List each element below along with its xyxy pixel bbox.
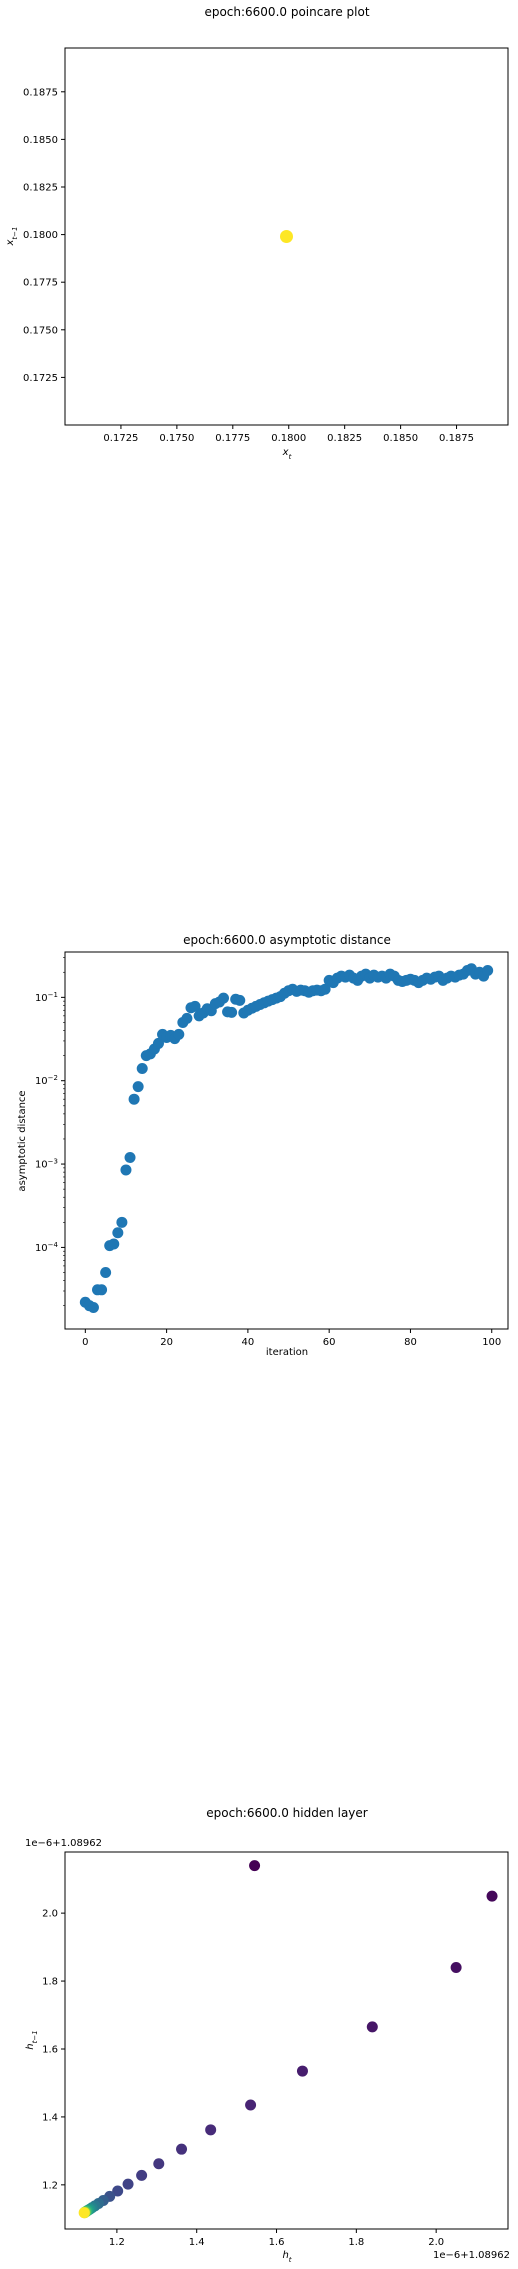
y-tick-label: 0.1775	[23, 278, 58, 289]
x-tick-label: 0	[82, 1337, 88, 1348]
y-tick-labels: 0.1725 0.1750 0.1775 0.1800 0.1825 0.1850 0.18…	[23, 87, 65, 384]
y-tick-label: 1.4	[42, 2112, 58, 2123]
data-point	[173, 1028, 185, 1040]
data-point	[124, 1151, 136, 1163]
data-point	[108, 1238, 120, 1250]
y-tick-label: 10−3	[35, 1158, 58, 1171]
x-tick-label: 0.1850	[383, 433, 418, 444]
y-tick-label: 1.8	[42, 1977, 58, 1988]
poincare-chart: epoch:6600.0 poincare plot 0.1725 0.1750 0…	[5, 5, 509, 461]
chart-title: epoch:6600.0 hidden layer	[206, 1806, 368, 1820]
data-point	[280, 230, 293, 243]
data-point	[189, 1000, 201, 1012]
data-point	[249, 1860, 261, 1872]
data-point	[319, 983, 331, 995]
x-tick-labels: 0 20 40 60 80 100	[82, 1329, 501, 1348]
data-point	[120, 1164, 132, 1176]
x-tick-label: 1.6	[269, 2237, 285, 2248]
data-point	[136, 2169, 148, 2181]
data-point	[450, 1961, 462, 1973]
scatter-points	[79, 963, 494, 1314]
data-point	[87, 1302, 99, 1314]
y-tick-label: 0.1800	[23, 230, 58, 241]
x-tick-label: 0.1775	[215, 433, 250, 444]
y-tick-label: 0.1875	[23, 87, 58, 98]
plot-frame	[64, 951, 509, 1330]
y-tick-label: 10−1	[35, 991, 58, 1004]
data-point	[486, 1890, 498, 1902]
x-axis-label: xt	[282, 447, 292, 461]
x-tick-label: 1.2	[109, 2237, 125, 2248]
data-point	[234, 994, 246, 1006]
x-axis-label: iteration	[266, 1347, 308, 1358]
chart-title: epoch:6600.0 poincare plot	[204, 5, 369, 19]
y-tick-labels: 1.2 1.4 1.6 1.8 2.0	[42, 1909, 65, 2191]
scatter-points	[280, 230, 293, 243]
data-point	[100, 1267, 112, 1279]
y-tick-labels: 10−4 10−3 10−2 10−1	[35, 957, 65, 1306]
y-offset-label: 1e−6+1.08962	[25, 1838, 102, 1849]
data-point	[152, 1037, 164, 1049]
data-point	[245, 2099, 257, 2111]
x-tick-label: 0.1800	[271, 433, 306, 444]
data-point	[176, 2143, 188, 2155]
y-axis-label: ht−1	[25, 2030, 39, 2049]
x-tick-label: 1.4	[189, 2237, 205, 2248]
data-point	[132, 1081, 144, 1093]
x-tick-label: 0.1825	[327, 433, 362, 444]
data-point	[226, 1006, 238, 1018]
x-tick-label: 100	[482, 1337, 501, 1348]
data-point	[153, 2158, 165, 2170]
y-tick-label: 0.1850	[23, 135, 58, 146]
y-tick-label: 10−2	[35, 1074, 58, 1087]
x-offset-label: 1e−6+1.08962	[433, 2250, 510, 2261]
x-tick-label: 0.1750	[159, 433, 194, 444]
plot-frame	[64, 1851, 509, 2230]
y-tick-label: 1.6	[42, 2044, 58, 2055]
x-tick-label: 2.0	[428, 2237, 444, 2248]
chart-title: epoch:6600.0 asymptotic distance	[183, 933, 391, 947]
data-point	[205, 2124, 217, 2136]
x-tick-label: 1.8	[348, 2237, 364, 2248]
y-tick-label: 0.1750	[23, 325, 58, 336]
x-tick-labels: 0.1725 0.1750 0.1775 0.1800 0.1825 0.1850 0.18…	[103, 425, 474, 444]
data-point	[482, 964, 494, 976]
x-tick-label: 80	[404, 1337, 417, 1348]
y-tick-label: 2.0	[42, 1909, 58, 1920]
y-tick-label: 10−4	[35, 1241, 59, 1254]
data-point	[112, 1227, 124, 1239]
data-point	[218, 992, 230, 1004]
y-tick-label: 0.1825	[23, 182, 58, 193]
data-point	[122, 2178, 134, 2190]
plot-frame	[64, 47, 509, 426]
x-tick-label: 20	[160, 1337, 173, 1348]
y-axis-label: asymptotic distance	[17, 1090, 28, 1191]
x-tick-label: 40	[242, 1337, 255, 1348]
data-point	[128, 1093, 140, 1105]
asymptotic-distance-chart: epoch:6600.0 asymptotic distance 0 20 40 60…	[17, 933, 509, 1358]
x-tick-labels: 1.2 1.4 1.6 1.8 2.0	[109, 2229, 444, 2248]
data-point	[181, 1012, 193, 1024]
x-tick-label: 0.1725	[103, 433, 138, 444]
y-axis-label: xt−1	[5, 227, 19, 247]
data-point	[136, 1063, 148, 1075]
x-axis-label: ht	[282, 2250, 291, 2264]
x-tick-label: 60	[323, 1337, 336, 1348]
y-tick-label: 1.2	[42, 2180, 58, 2191]
scatter-points	[78, 1860, 498, 2219]
y-tick-label: 0.1725	[23, 373, 58, 384]
data-point	[96, 1284, 108, 1296]
x-tick-label: 0.1875	[439, 433, 474, 444]
data-point	[366, 2021, 378, 2033]
data-point	[116, 1216, 128, 1228]
data-point	[112, 2185, 124, 2197]
data-point	[78, 2207, 90, 2219]
hidden-layer-chart: epoch:6600.0 hidden layer 1e−6+1.08962 1…	[25, 1806, 510, 2264]
data-point	[296, 2065, 308, 2077]
